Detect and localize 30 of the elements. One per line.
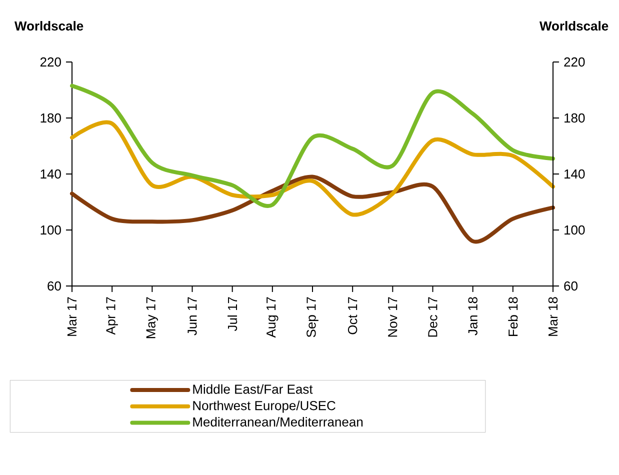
y2-tick-label: 140 xyxy=(564,169,585,179)
y2-tick-label: 100 xyxy=(564,225,585,235)
y-axis-title: Worldscale xyxy=(14,21,84,31)
x-tick-label: Dec 17 xyxy=(428,297,438,337)
x-tick-label: Feb 18 xyxy=(508,297,518,336)
x-tick-label: Aug 17 xyxy=(266,297,278,338)
legend-label: Northwest Europe/USEC xyxy=(193,400,336,413)
x-tick-label: Apr 17 xyxy=(106,297,118,335)
line-series xyxy=(70,84,556,208)
y-tick-label: 100 xyxy=(40,225,61,235)
y2-tick-label: 180 xyxy=(564,113,585,123)
x-tick-label: Jan 18 xyxy=(468,297,478,336)
y-tick-label: 60 xyxy=(48,281,61,291)
x-tick-label: Sep 17 xyxy=(306,297,318,338)
y-tick-label: 140 xyxy=(40,169,61,179)
legend-label: Middle East/Far East xyxy=(193,384,313,394)
y2-tick-label: 60 xyxy=(564,281,578,291)
line-series xyxy=(70,174,556,244)
legend-label: Mediterranean/Mediterranean xyxy=(193,417,363,427)
x-tick-label: Mar 18 xyxy=(548,297,558,336)
x-tick-label: Nov 17 xyxy=(388,297,398,337)
y2-tick-label: 220 xyxy=(564,57,585,67)
x-tick-label: Mar 17 xyxy=(67,297,77,336)
y2-axis-title: Worldscale xyxy=(539,21,608,31)
y-tick-label: 220 xyxy=(40,57,61,67)
x-tick-label: Jun 17 xyxy=(188,297,197,336)
x-tick-label: Oct 17 xyxy=(348,297,358,334)
x-tick-label: Jul 17 xyxy=(228,297,238,332)
x-tick-label: May 17 xyxy=(146,297,158,338)
y-tick-label: 180 xyxy=(40,113,61,123)
